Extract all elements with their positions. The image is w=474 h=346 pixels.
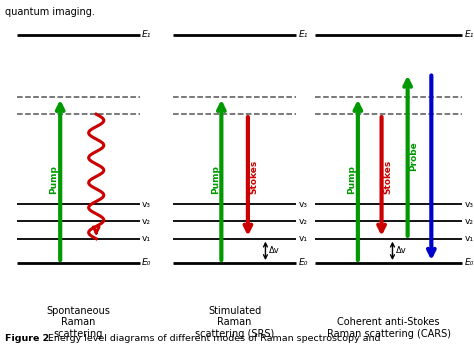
Text: Pump: Pump — [211, 165, 219, 194]
Text: Stokes: Stokes — [383, 160, 392, 193]
Text: E₀: E₀ — [299, 258, 308, 267]
Text: E₀: E₀ — [465, 258, 474, 267]
Text: quantum imaging.: quantum imaging. — [5, 7, 95, 17]
Text: Figure 2.: Figure 2. — [5, 334, 53, 343]
Text: v₁: v₁ — [142, 234, 151, 243]
Text: v₃: v₃ — [299, 200, 308, 209]
Text: E₁: E₁ — [299, 30, 308, 39]
Text: Probe: Probe — [410, 141, 418, 171]
Text: v₂: v₂ — [465, 217, 474, 226]
Text: Stimulated
Raman
scattering (SRS): Stimulated Raman scattering (SRS) — [195, 306, 274, 339]
Text: Spontaneous
Raman
scattering: Spontaneous Raman scattering — [46, 306, 110, 339]
Text: v₂: v₂ — [142, 217, 151, 226]
Text: v₃: v₃ — [142, 200, 151, 209]
Text: Stokes: Stokes — [250, 160, 258, 193]
Text: E₁: E₁ — [142, 30, 152, 39]
Text: Δv: Δv — [396, 246, 407, 255]
Text: Δv: Δv — [269, 246, 280, 255]
Text: v₃: v₃ — [465, 200, 474, 209]
Text: Pump: Pump — [347, 165, 356, 194]
Text: v₁: v₁ — [465, 234, 474, 243]
Text: Energy level diagrams of different modes of Raman spectroscopy and: Energy level diagrams of different modes… — [45, 334, 381, 343]
Text: Coherent anti-Stokes
Raman scattering (CARS): Coherent anti-Stokes Raman scattering (C… — [327, 318, 451, 339]
Text: E₁: E₁ — [465, 30, 474, 39]
Text: v₁: v₁ — [299, 234, 308, 243]
Text: E₀: E₀ — [142, 258, 152, 267]
Text: Pump: Pump — [49, 165, 58, 194]
Text: v₂: v₂ — [299, 217, 308, 226]
